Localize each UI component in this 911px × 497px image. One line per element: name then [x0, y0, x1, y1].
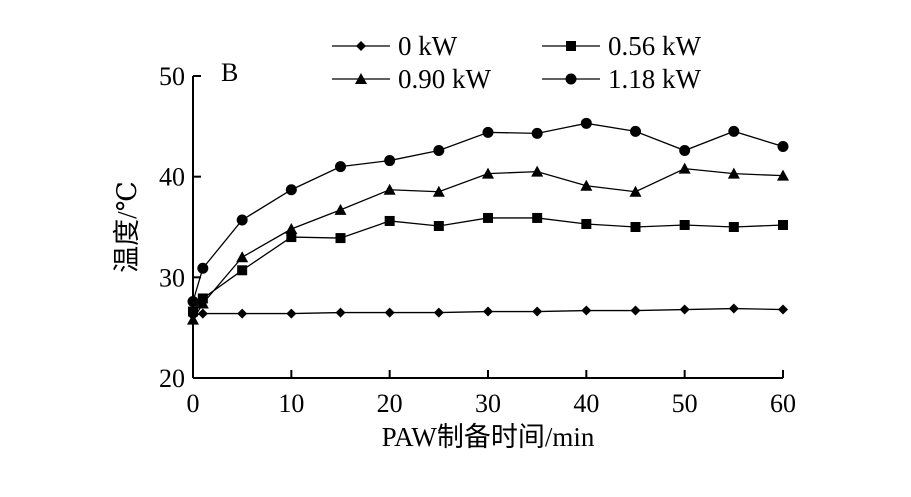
data-point: [777, 169, 789, 181]
series-layer: [187, 117, 789, 325]
data-point: [728, 303, 739, 314]
series-square: [188, 212, 788, 317]
series-line: [192, 307, 784, 317]
series-diamond: [188, 303, 788, 321]
data-point: [679, 304, 690, 315]
data-point: [532, 212, 543, 223]
x-tick-label: 0: [187, 389, 200, 418]
legend-label: 0.90 kW: [398, 64, 492, 94]
axis-ticks: 0 10 20 30 40 50 60 20 30 40 50: [159, 62, 796, 418]
data-point: [335, 307, 346, 318]
data-point: [630, 125, 641, 137]
data-point: [286, 308, 297, 319]
data-point: [433, 144, 445, 156]
data-point: [334, 203, 347, 215]
data-point: [531, 127, 543, 139]
x-axis-title: PAW制备时间/min: [382, 422, 595, 452]
data-point: [335, 233, 346, 244]
legend-marker: [355, 73, 367, 84]
data-point: [432, 185, 445, 197]
data-point: [188, 306, 198, 317]
data-point: [384, 155, 396, 167]
legend-label: 1.18 kW: [608, 64, 702, 94]
data-point: [384, 215, 395, 226]
series-circle: [187, 117, 789, 307]
data-point: [384, 307, 395, 318]
legend-item: 1.18 kW: [542, 64, 702, 94]
data-point: [777, 140, 789, 152]
data-point: [581, 218, 592, 229]
data-point: [728, 125, 740, 137]
series-line: [192, 122, 784, 302]
data-point: [237, 265, 248, 276]
data-point: [778, 219, 788, 230]
data-point: [531, 165, 544, 177]
series-line: [192, 217, 784, 312]
legend-marker: [356, 41, 366, 51]
data-point: [678, 162, 691, 174]
data-point: [335, 161, 346, 173]
panel-label: B: [221, 58, 238, 87]
legend-label: 0 kW: [398, 31, 458, 61]
data-point: [187, 313, 199, 325]
data-point: [629, 185, 642, 197]
x-tick-label: 20: [377, 389, 403, 418]
data-point: [383, 183, 396, 195]
legend: 0 kW 0.56 kW 0.90 kW 1.18 kW: [332, 31, 702, 94]
data-point: [580, 179, 593, 191]
x-tick-label: 10: [278, 389, 304, 418]
data-point: [285, 184, 297, 196]
data-point: [236, 214, 248, 226]
data-point: [433, 220, 444, 231]
y-axis-title: 温度/℃: [112, 181, 142, 273]
data-point: [433, 307, 444, 318]
series-line: [192, 167, 784, 320]
data-point: [285, 223, 298, 235]
y-tick-label: 40: [159, 163, 185, 192]
data-point: [778, 304, 788, 315]
legend-item: 0.56 kW: [542, 31, 702, 61]
data-point: [532, 306, 543, 317]
data-point: [197, 308, 208, 319]
data-point: [286, 232, 297, 243]
data-point: [630, 305, 641, 316]
data-point: [727, 167, 740, 179]
y-tick-label: 30: [159, 263, 185, 292]
legend-item: 0.90 kW: [332, 64, 492, 94]
data-point: [581, 305, 592, 316]
legend-marker: [565, 73, 577, 85]
data-point: [679, 219, 690, 230]
data-point: [237, 308, 248, 319]
data-point: [196, 297, 209, 309]
data-point: [580, 117, 592, 129]
data-point: [483, 306, 493, 317]
y-tick-label: 50: [159, 62, 185, 91]
series-triangle: [187, 162, 789, 325]
legend-marker: [566, 41, 576, 51]
data-point: [728, 222, 739, 232]
data-point: [187, 295, 199, 307]
x-tick-label: 30: [475, 389, 501, 418]
legend-label: 0.56 kW: [608, 31, 702, 61]
data-point: [630, 222, 641, 232]
x-tick-label: 60: [770, 389, 796, 418]
y-tick-label: 20: [159, 364, 185, 393]
legend-item: 0 kW: [332, 31, 458, 61]
data-point: [236, 251, 249, 263]
data-point: [197, 262, 209, 274]
x-tick-label: 50: [672, 389, 698, 418]
data-point: [483, 212, 493, 223]
x-tick-label: 40: [573, 389, 599, 418]
data-point: [482, 126, 494, 138]
data-point: [482, 167, 494, 179]
data-point: [679, 144, 691, 156]
